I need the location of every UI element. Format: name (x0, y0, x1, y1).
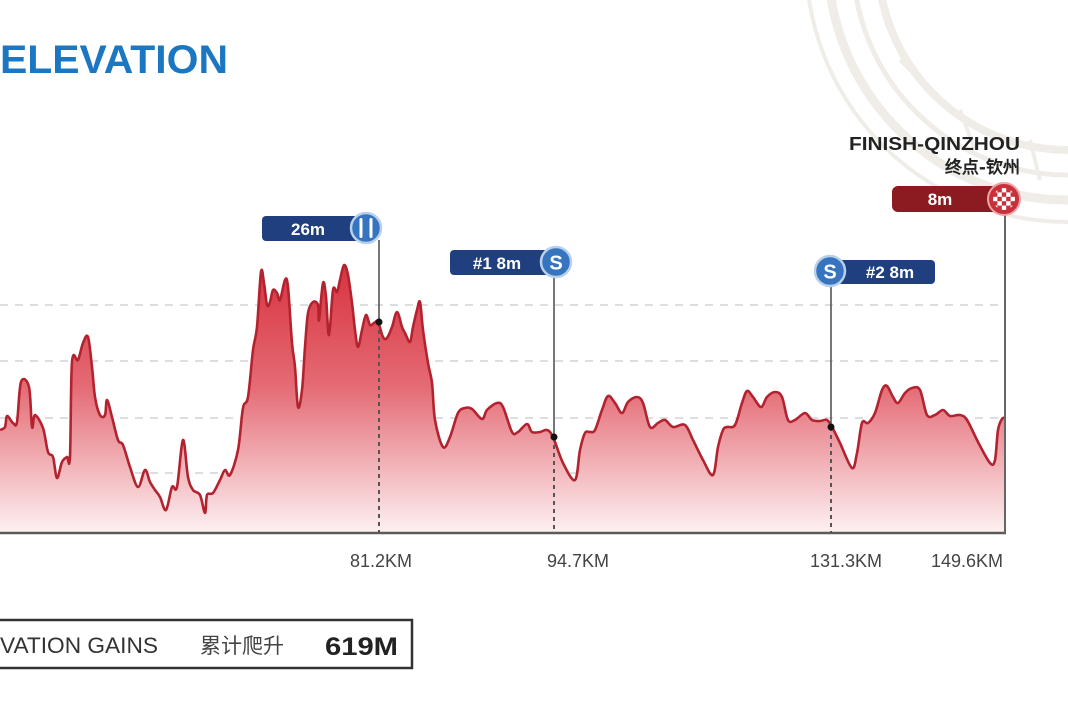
finish-marker: FINISH-QINZHOU 终点-钦州 8m (849, 134, 1021, 216)
tick-label: 94.7KM (547, 551, 609, 571)
tick-label: 81.2KM (350, 551, 412, 571)
marker-pill (450, 250, 550, 275)
sprint-2-marker: #2 8m S (813, 254, 935, 533)
finish-label-en: FINISH-QINZHOU (849, 134, 1020, 154)
elevation-area-fill (0, 264, 1005, 533)
marker-label: #1 8m (473, 254, 521, 273)
finish-label-zh: 终点-钦州 (945, 157, 1020, 178)
marker-label: 26m (291, 220, 325, 239)
summary-label-zh: 累计爬升 (200, 634, 284, 658)
checkered-flag-icon (987, 182, 1021, 216)
feed-zone-marker: 26m (262, 211, 383, 533)
svg-text:S: S (549, 253, 562, 275)
sprint-1-marker: #1 8m S (450, 245, 573, 533)
sprint-s-icon: S (539, 245, 573, 279)
tick-label: 131.3KM (810, 551, 882, 571)
finish-pill (892, 186, 998, 212)
x-axis-ticks: 81.2KM 94.7KM 131.3KM 149.6KM (350, 551, 1003, 571)
fork-knife-icon (349, 211, 383, 245)
marker-pill (262, 216, 370, 241)
sprint-s-icon: S (813, 254, 847, 288)
svg-text:S: S (823, 262, 836, 284)
marker-label: #2 8m (866, 263, 914, 282)
elevation-profile-line (0, 263, 1006, 515)
marker-dot (550, 433, 558, 441)
marker-dot (827, 423, 835, 431)
marker-pill (838, 260, 935, 284)
finish-elevation: 8m (928, 190, 953, 209)
summary-value: 619M (325, 633, 398, 661)
elevation-gain-summary: VATION GAINS 累计爬升 619M (0, 618, 414, 670)
summary-label-en: VATION GAINS (0, 633, 158, 658)
marker-dot (375, 318, 383, 326)
decorative-pattern (807, 0, 1068, 224)
tick-label: 149.6KM (931, 551, 1003, 571)
chart-title: ELEVATION (0, 38, 228, 82)
